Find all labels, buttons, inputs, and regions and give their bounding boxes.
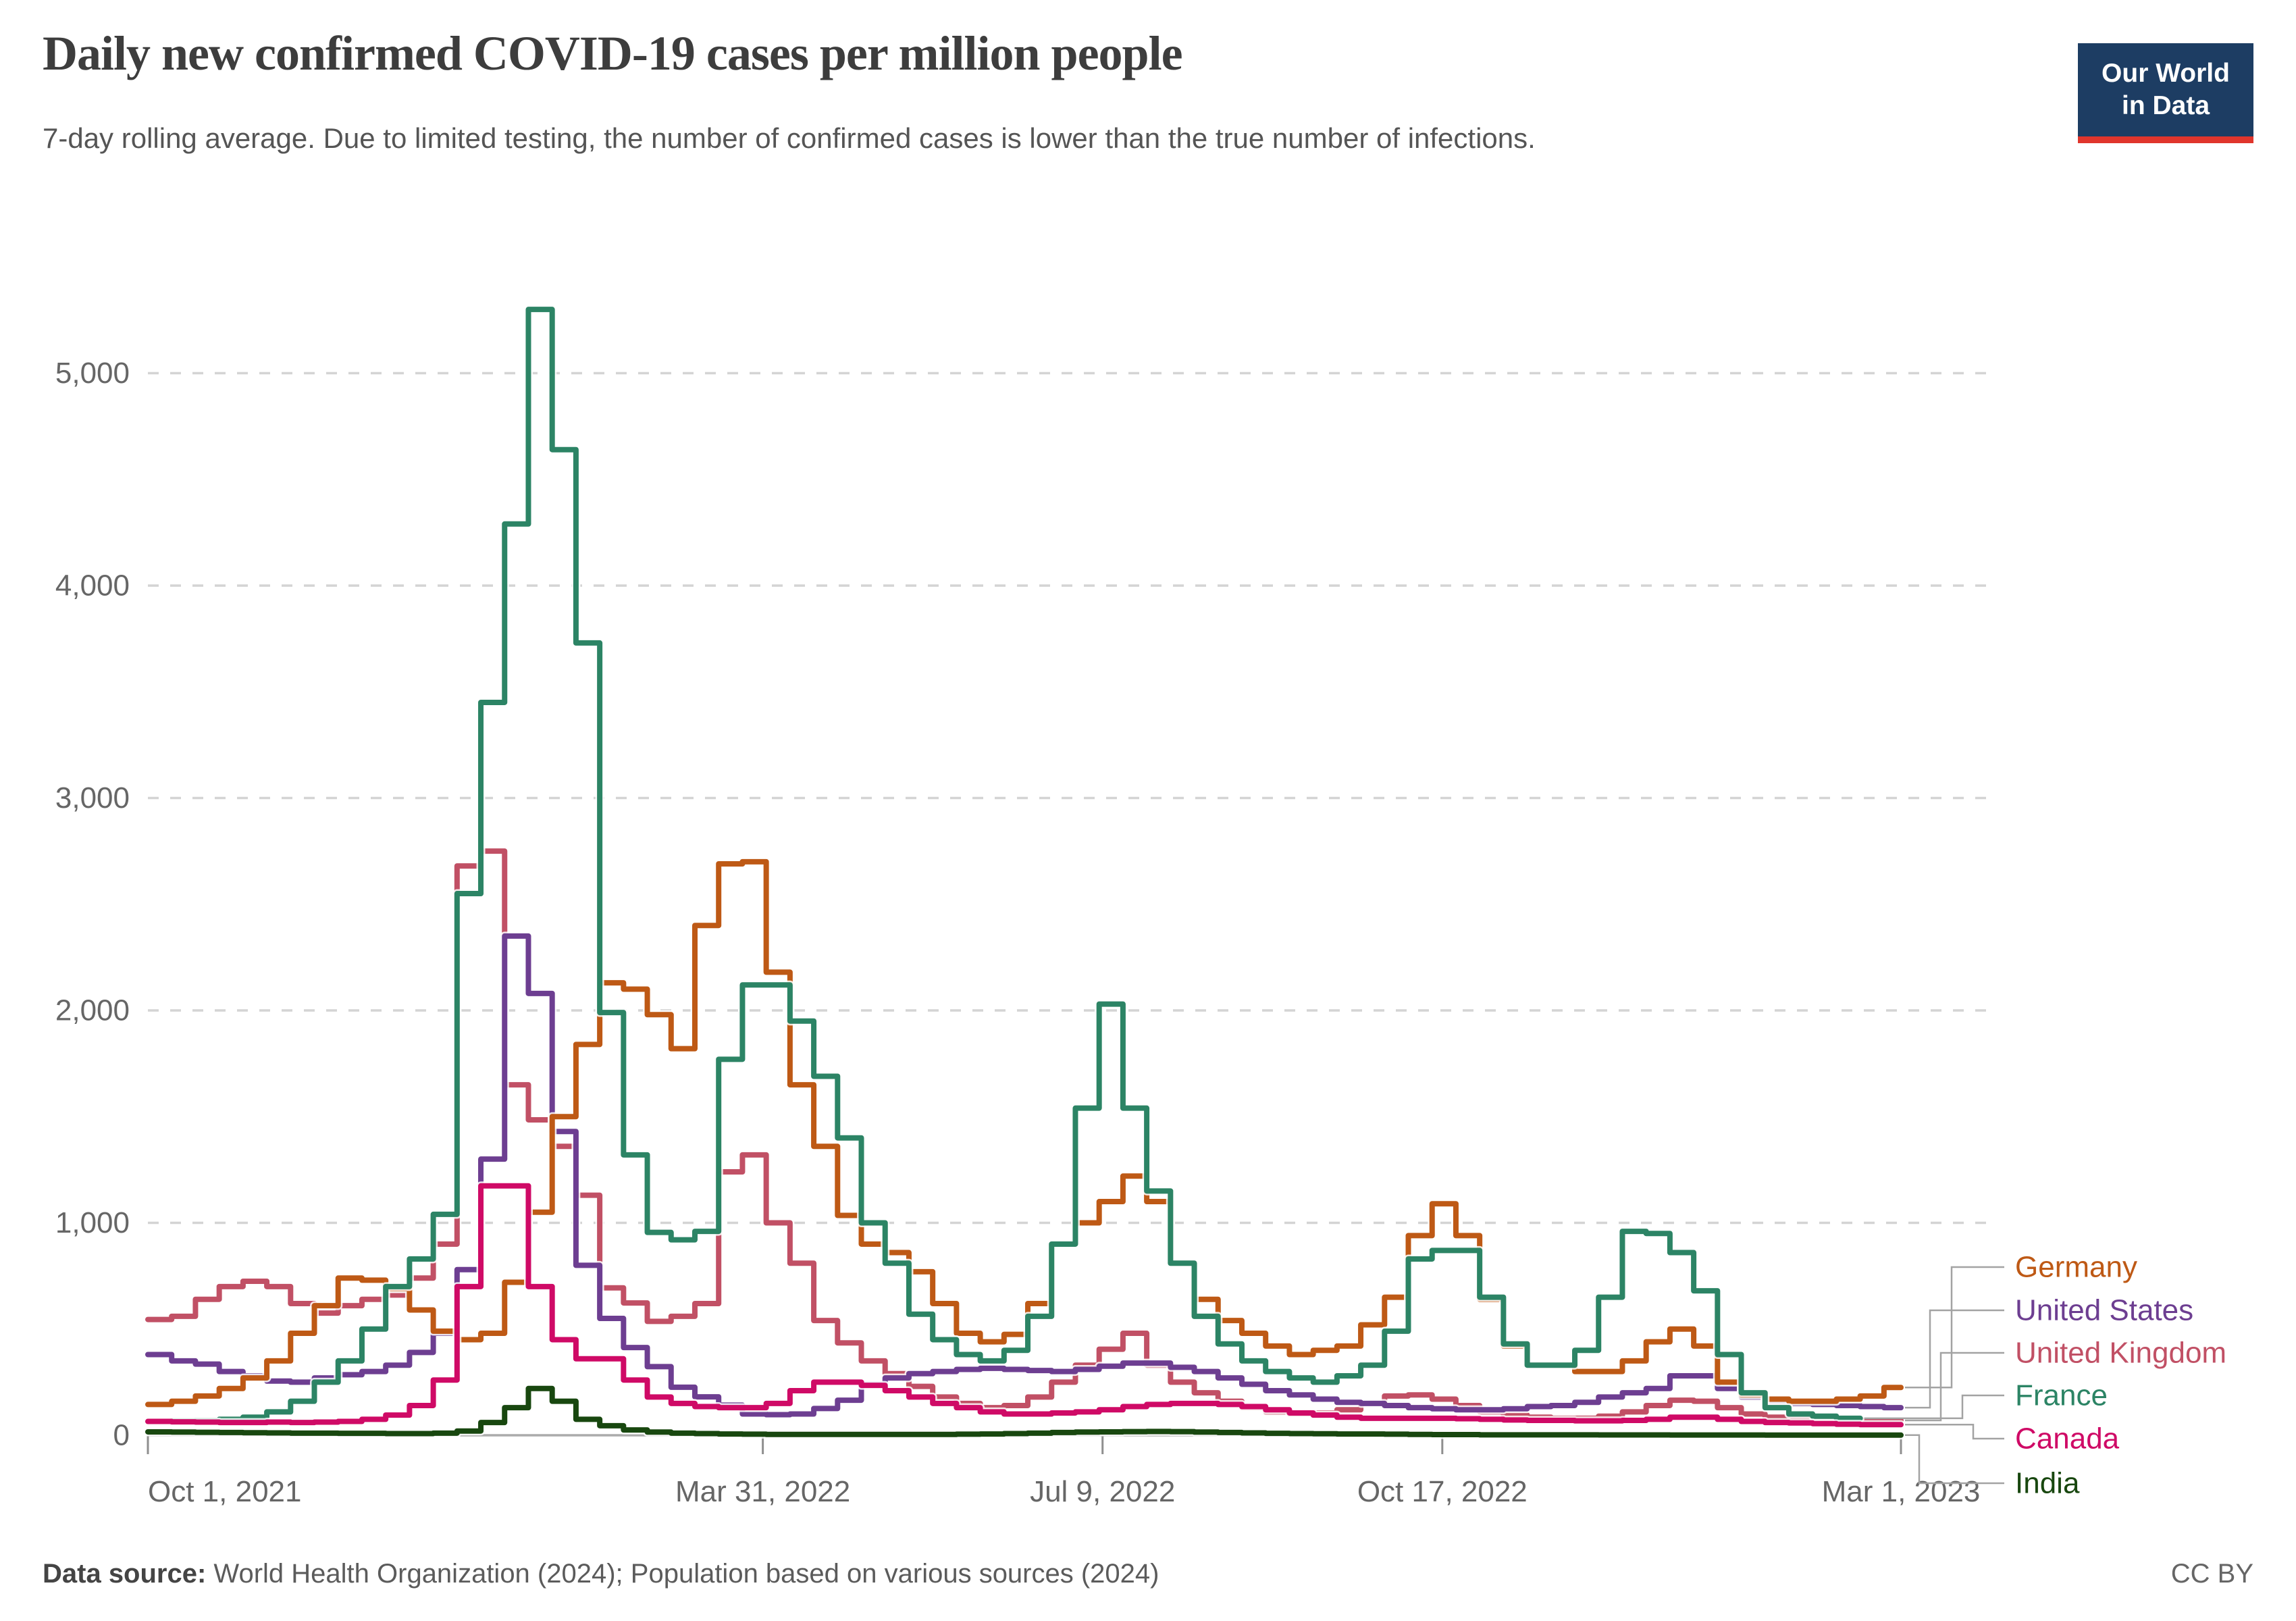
data-source-note: Data source: World Health Organization (… bbox=[43, 1559, 1159, 1589]
series-line-india[interactable] bbox=[145, 1385, 1904, 1438]
series-halo-france bbox=[143, 305, 1865, 1426]
x-axis-label-1: Mar 31, 2022 bbox=[675, 1475, 850, 1508]
legend-connector-germany bbox=[1905, 1266, 2004, 1389]
series-line-canada[interactable] bbox=[145, 1183, 1904, 1428]
owid-logo-line1: Our World bbox=[2102, 59, 2230, 88]
legend-label-united-kingdom[interactable]: United Kingdom bbox=[2015, 1337, 2226, 1370]
legend-label-germany[interactable]: Germany bbox=[2015, 1251, 2137, 1284]
x-axis-label-3: Oct 17, 2022 bbox=[1357, 1475, 1528, 1508]
legend-label-india[interactable]: India bbox=[2015, 1467, 2080, 1500]
y-axis-label-0: 0 bbox=[113, 1419, 130, 1452]
y-axis-label-1000: 1,000 bbox=[55, 1206, 130, 1239]
owid-logo[interactable]: Our World in Data bbox=[2078, 43, 2253, 143]
legend-connector-india bbox=[1905, 1434, 2004, 1485]
x-axis-label-4: Mar 1, 2023 bbox=[1822, 1475, 1981, 1508]
y-axis-label-5000: 5,000 bbox=[55, 357, 130, 390]
legend-connector-united-states bbox=[1905, 1309, 2004, 1409]
y-axis-label-4000: 4,000 bbox=[55, 569, 130, 602]
chart-title: Daily new confirmed COVID-19 cases per m… bbox=[43, 26, 1183, 80]
data-source-label: Data source: bbox=[43, 1559, 207, 1589]
series-line-france[interactable] bbox=[145, 307, 1863, 1424]
data-source-text: World Health Organization (2024); Popula… bbox=[206, 1559, 1159, 1589]
legend-label-france[interactable]: France bbox=[2015, 1379, 2108, 1412]
y-axis-label-3000: 3,000 bbox=[55, 781, 130, 815]
x-axis-label-2: Jul 9, 2022 bbox=[1030, 1475, 1175, 1508]
legend-connector-france bbox=[1864, 1394, 2004, 1420]
legend-label-canada[interactable]: Canada bbox=[2015, 1422, 2120, 1456]
series-line-germany[interactable] bbox=[145, 858, 1904, 1408]
chart-subtitle: 7-day rolling average. Due to limited te… bbox=[43, 122, 1536, 154]
y-axis-label-2000: 2,000 bbox=[55, 994, 130, 1027]
legend-connector-canada bbox=[1905, 1424, 2004, 1440]
owid-logo-line2: in Data bbox=[2121, 91, 2210, 120]
legend-connector-united-kingdom bbox=[1905, 1352, 2004, 1422]
license-link[interactable]: CC BY bbox=[2170, 1559, 2253, 1589]
x-axis-label-0: Oct 1, 2021 bbox=[148, 1475, 301, 1508]
legend-label-united-states[interactable]: United States bbox=[2015, 1294, 2193, 1327]
chart-footer: Data source: World Health Organization (… bbox=[43, 1559, 2253, 1599]
